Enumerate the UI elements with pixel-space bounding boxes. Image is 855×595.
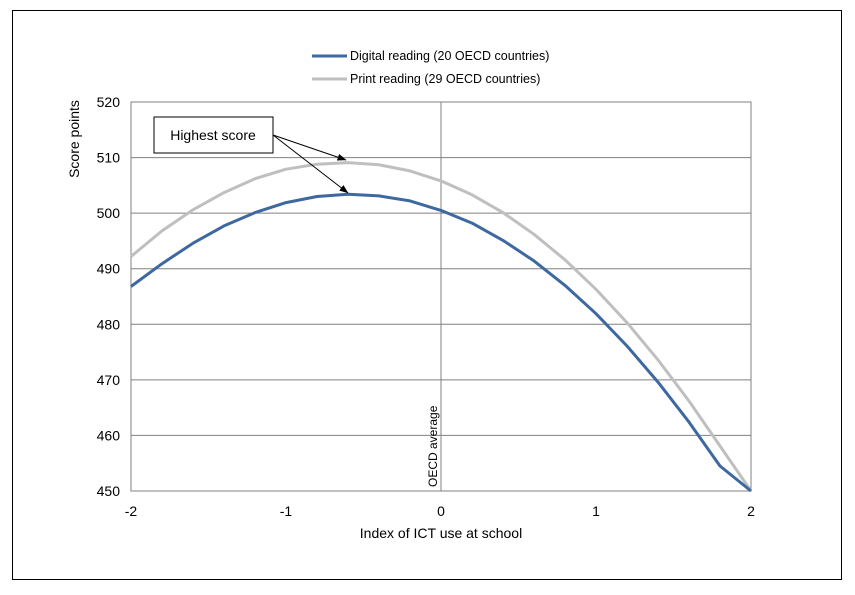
x-tick-label: -2 [125,503,138,519]
y-tick-label: 460 [97,427,121,443]
series-line-digital [130,192,752,493]
highest-score-annotation: Highest score [153,116,349,194]
x-tick-label: 2 [747,503,755,519]
chart-frame [12,10,842,580]
legend-label-print: Print reading (29 OECD countries) [350,72,540,86]
reference-line-group: OECD average [426,102,442,491]
x-axis-title: Index of ICT use at school [360,525,522,541]
y-tick-label: 500 [97,205,121,221]
y-tick-label: 520 [97,94,121,110]
reference-line-label: OECD average [426,405,440,487]
y-tick-label: 450 [97,483,121,499]
x-tick-label: -1 [280,503,293,519]
y-tick-label: 480 [97,316,121,332]
tick-labels: 450 460 470 480 490 500 510 520 -2 -1 0 1 2 [97,94,755,519]
x-tick-label: 0 [437,503,445,519]
y-axis-title: Score points [66,100,82,178]
series-line-print [130,161,753,492]
annotation-label: Highest score [170,127,256,143]
y-tick-label: 510 [97,150,121,166]
y-tick-label: 490 [97,261,121,277]
x-tick-label: 1 [592,503,600,519]
annotation-arrow-digital [272,134,349,194]
annotation-arrow-print [272,134,347,161]
y-tick-label: 470 [97,372,121,388]
legend: Digital reading (20 OECD countries) Prin… [312,49,549,86]
series-group [130,161,753,493]
legend-label-digital: Digital reading (20 OECD countries) [350,49,549,63]
